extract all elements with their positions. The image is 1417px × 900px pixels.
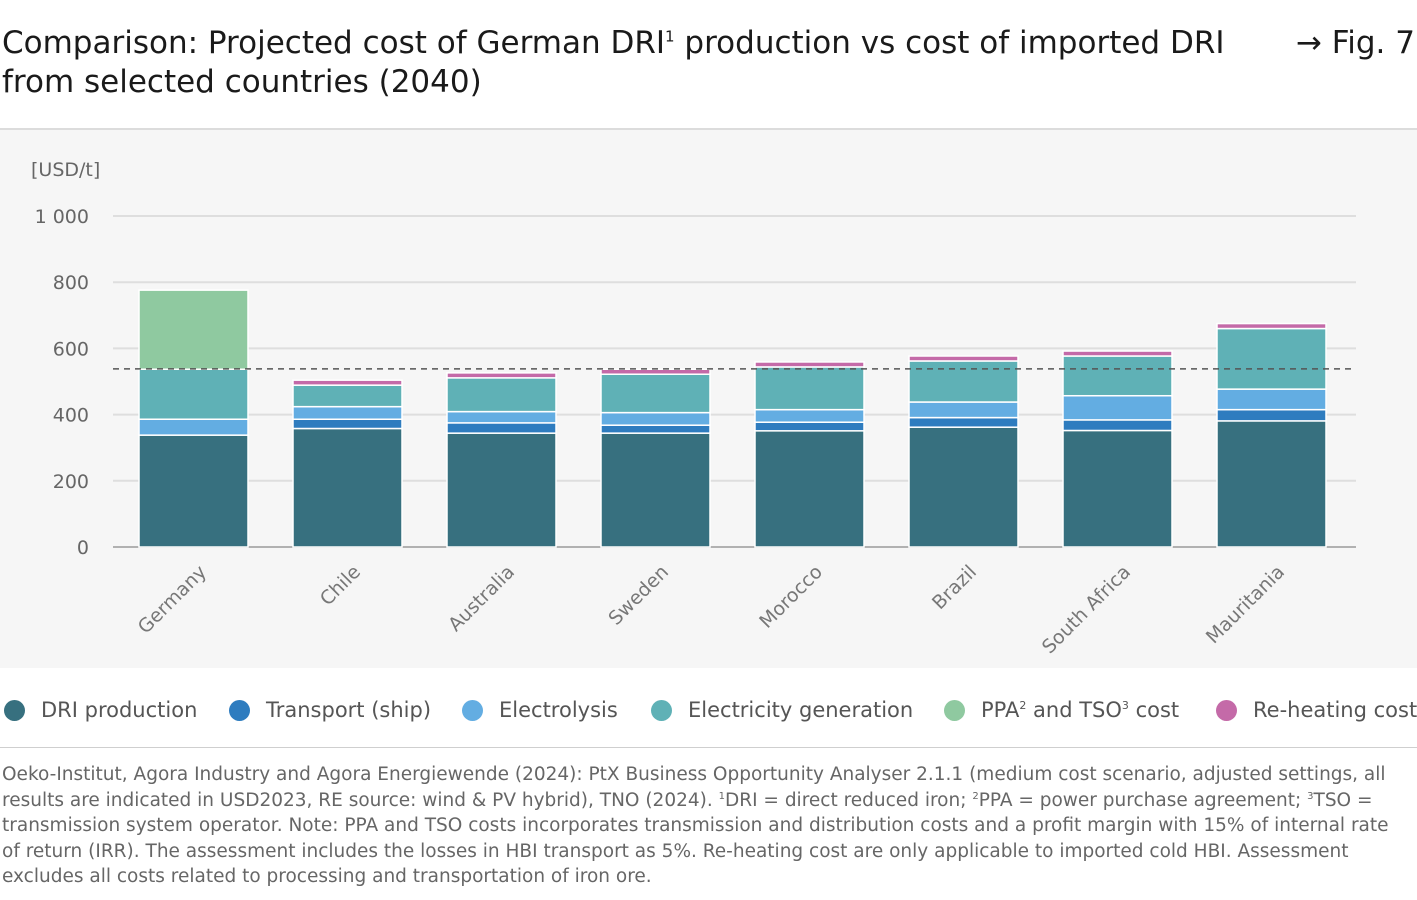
bar-segment-re-heating-cost-chile bbox=[292, 379, 403, 386]
bar-segment-electricity-generation-australia bbox=[446, 377, 557, 413]
legend-label-transport: Transport (ship) bbox=[266, 698, 432, 722]
bar-segment-transport-ship-sweden bbox=[600, 424, 711, 434]
source-part1: Oeko-Institut, Agora Industry and Agora … bbox=[2, 764, 1386, 811]
source-footnote-1: 1 bbox=[718, 790, 725, 802]
bar-segment-electrolysis-brazil bbox=[908, 401, 1019, 419]
legend-cost-text: cost bbox=[1128, 698, 1180, 722]
bar-segment-ppa-and-tso-cost-germany bbox=[138, 289, 249, 371]
source-part3: PPA = power purchase agreement; bbox=[978, 789, 1308, 811]
legend-item-transport: Transport (ship) bbox=[229, 690, 431, 730]
x-tick-label-morocco: Morocco bbox=[755, 561, 827, 633]
title-part1: Comparison: Projected cost of German DRI bbox=[2, 25, 666, 61]
bar-segment-dri-production-mauritania bbox=[1216, 420, 1327, 548]
bar-segment-re-heating-cost-sweden bbox=[600, 368, 711, 375]
bar-segment-re-heating-cost-morocco bbox=[754, 361, 865, 368]
bar-segment-transport-ship-morocco bbox=[754, 421, 865, 432]
source-part4: TSO = transmission system operator. Note… bbox=[2, 789, 1389, 888]
bar-segment-transport-ship-australia bbox=[446, 422, 557, 434]
title-part2: production vs cost of imported DRI from … bbox=[2, 25, 1225, 100]
chart-panel: 0 200 400 600 800 1 000 Germany Chile Australia S… bbox=[0, 128, 1417, 668]
legend-tso-text: and TSO bbox=[1026, 698, 1122, 722]
legend-tso-footnote: 3 bbox=[1121, 699, 1129, 712]
legend-item-electrolysis: Electrolysis bbox=[462, 690, 618, 730]
bar-segment-electrolysis-chile bbox=[292, 405, 403, 420]
bar-segment-dri-production-morocco bbox=[754, 430, 865, 548]
legend-swatch-transport bbox=[229, 699, 250, 721]
bar-segment-dri-production-sweden bbox=[600, 432, 711, 548]
legend-label-ppa-tso: PPA2 and TSO3 cost bbox=[981, 698, 1179, 722]
y-tick-label: 400 bbox=[53, 405, 89, 427]
title-footnote-marker: 1 bbox=[665, 27, 675, 46]
bar-segment-transport-ship-brazil bbox=[908, 416, 1019, 428]
x-tick-label-south-africa: South Africa bbox=[1038, 561, 1135, 658]
legend-item-electricity-generation: Electricity generation bbox=[651, 690, 913, 730]
bar-segment-re-heating-cost-mauritania bbox=[1216, 322, 1327, 330]
bar-segment-electrolysis-mauritania bbox=[1216, 388, 1327, 411]
x-tick-label-australia: Australia bbox=[444, 561, 519, 636]
y-tick-label: 200 bbox=[53, 471, 89, 493]
bar-segment-transport-ship-south-africa bbox=[1062, 419, 1173, 432]
bar-segment-electricity-generation-south-africa bbox=[1062, 355, 1173, 397]
bar-segment-re-heating-cost-australia bbox=[446, 372, 557, 379]
y-tick-label: 1 000 bbox=[35, 206, 89, 228]
chart-svg: 0 200 400 600 800 1 000 Germany Chile Australia S… bbox=[31, 159, 1356, 658]
bar-segment-re-heating-cost-brazil bbox=[908, 355, 1019, 362]
bar-segment-electricity-generation-germany bbox=[138, 368, 249, 420]
source-footnote-3: 3 bbox=[1307, 790, 1314, 802]
bar-segment-transport-ship-mauritania bbox=[1216, 408, 1327, 422]
legend-ppa-text: PPA bbox=[981, 698, 1020, 722]
x-tick-label-sweden: Sweden bbox=[604, 561, 673, 630]
bar-segment-electricity-generation-sweden bbox=[600, 373, 711, 414]
x-tick-label-chile: Chile bbox=[316, 561, 365, 610]
source-part2: DRI = direct reduced iron; bbox=[725, 789, 973, 811]
bar-segment-electrolysis-sweden bbox=[600, 411, 711, 426]
bar-segment-dri-production-australia bbox=[446, 432, 557, 548]
legend-item-dri-production: DRI production bbox=[4, 690, 197, 730]
bar-segment-dri-production-south-africa bbox=[1062, 429, 1173, 548]
bar-segment-re-heating-cost-south-africa bbox=[1062, 350, 1173, 357]
legend-swatch-electrolysis bbox=[462, 699, 483, 721]
legend-ppa-footnote: 2 bbox=[1019, 699, 1027, 712]
y-axis-unit-label: [USD/t] bbox=[31, 159, 100, 181]
legend: DRI production Transport (ship) Electrol… bbox=[0, 690, 1417, 730]
legend-label-dri-production: DRI production bbox=[41, 698, 198, 722]
bar-segment-electricity-generation-brazil bbox=[908, 360, 1019, 403]
source-note: Oeko-Institut, Agora Industry and Agora … bbox=[2, 762, 1412, 890]
legend-label-electrolysis: Electrolysis bbox=[499, 698, 618, 722]
bar-segment-dri-production-brazil bbox=[908, 426, 1019, 548]
bar-layer bbox=[113, 289, 1356, 548]
chart-title: Comparison: Projected cost of German DRI… bbox=[2, 24, 1232, 102]
legend-item-ppa-tso: PPA2 and TSO3 cost bbox=[944, 690, 1179, 730]
bar-segment-electricity-generation-mauritania bbox=[1216, 327, 1327, 390]
legend-swatch-reheating bbox=[1216, 699, 1237, 721]
bar-segment-electricity-generation-chile bbox=[292, 384, 403, 408]
legend-label-electricity-generation: Electricity generation bbox=[688, 698, 914, 722]
bar-segment-dri-production-chile bbox=[292, 427, 403, 548]
bar-segment-electrolysis-australia bbox=[446, 410, 557, 424]
source-footnote-2: 2 bbox=[972, 790, 979, 802]
bar-segment-transport-ship-chile bbox=[292, 418, 403, 430]
bar-segment-electrolysis-germany bbox=[138, 418, 249, 436]
figure-reference: → Fig. 7 bbox=[1295, 25, 1415, 61]
x-tick-label-mauritania: Mauritania bbox=[1202, 561, 1289, 648]
legend-swatch-electricity-generation bbox=[651, 699, 672, 721]
legend-swatch-dri-production bbox=[4, 699, 25, 721]
legend-swatch-ppa-tso bbox=[944, 699, 965, 721]
legend-label-reheating: Re-heating cost bbox=[1253, 698, 1417, 722]
legend-item-reheating: Re-heating cost bbox=[1216, 690, 1417, 730]
bar-segment-dri-production-germany bbox=[138, 434, 249, 548]
footer-divider bbox=[0, 747, 1417, 748]
bar-segment-electrolysis-south-africa bbox=[1062, 394, 1173, 421]
bar-segment-electrolysis-morocco bbox=[754, 408, 865, 423]
x-tick-label-germany: Germany bbox=[134, 561, 211, 638]
bar-segment-electricity-generation-morocco bbox=[754, 366, 865, 411]
x-tick-label-brazil: Brazil bbox=[928, 561, 981, 614]
y-tick-label: 0 bbox=[77, 537, 89, 559]
y-tick-label: 600 bbox=[53, 338, 89, 360]
y-tick-label: 800 bbox=[53, 272, 89, 294]
